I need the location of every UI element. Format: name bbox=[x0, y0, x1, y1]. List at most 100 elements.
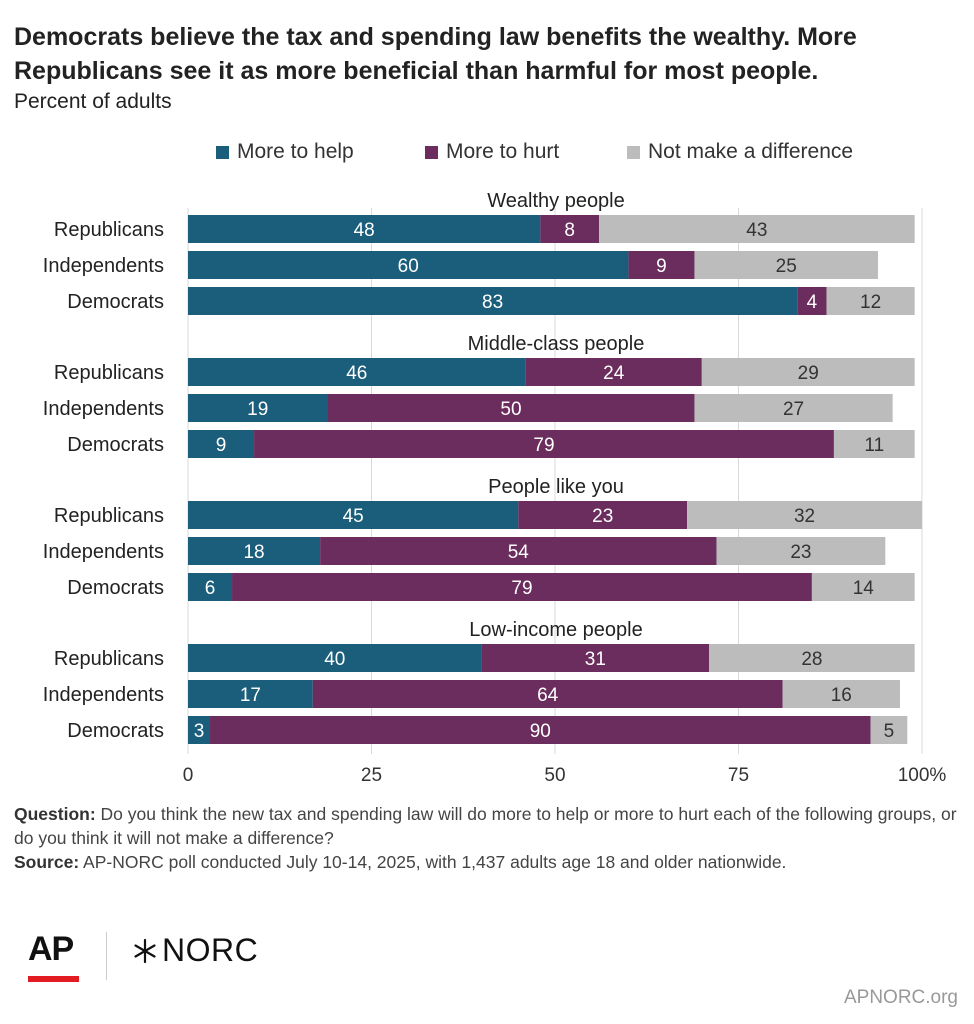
data-label: 45 bbox=[343, 506, 364, 527]
data-label: 29 bbox=[798, 363, 819, 384]
data-label: 54 bbox=[508, 542, 530, 563]
data-label: 32 bbox=[794, 506, 815, 527]
bar-segment-none bbox=[701, 358, 915, 386]
site-url: APNORC.org bbox=[843, 987, 958, 1008]
row-label: Republicans bbox=[54, 219, 164, 241]
bar-segment-hurt bbox=[481, 644, 710, 672]
data-label: 24 bbox=[603, 363, 625, 384]
data-label: 18 bbox=[243, 542, 264, 563]
data-label: 16 bbox=[831, 685, 852, 706]
x-tick-label: 25 bbox=[361, 765, 382, 786]
legend-item-hurt: More to hurt bbox=[425, 140, 559, 164]
legend-label-hurt: More to hurt bbox=[446, 140, 560, 163]
chart-title-line-1: Democrats believe the tax and spending l… bbox=[14, 23, 857, 51]
x-tick-label: 100% bbox=[898, 765, 947, 786]
row-label: Democrats bbox=[67, 291, 164, 313]
data-label: 27 bbox=[783, 399, 804, 420]
legend-item-none: Not make a difference bbox=[627, 140, 853, 164]
bar-segment-hurt bbox=[312, 680, 783, 708]
bar-segment-none bbox=[782, 680, 900, 708]
row-label: Republicans bbox=[54, 505, 164, 527]
data-label: 9 bbox=[656, 256, 667, 277]
legend-swatch-hurt bbox=[425, 145, 438, 159]
data-label: 79 bbox=[511, 578, 532, 599]
bar-segment-help bbox=[188, 394, 328, 422]
bar-segment-none bbox=[599, 215, 915, 243]
group-title: People like you bbox=[488, 476, 624, 498]
data-label: 48 bbox=[354, 220, 375, 241]
bar-segment-hurt bbox=[232, 573, 812, 601]
bar-segment-help bbox=[188, 537, 321, 565]
bar-segment-hurt bbox=[797, 287, 827, 315]
chart-title: Democrats believe the tax and spending l… bbox=[14, 20, 964, 88]
data-label: 5 bbox=[884, 721, 895, 742]
stacked-bar-chart: 0 25 50 75 100% Wealthy people Republicans 48 8 4… bbox=[43, 190, 947, 786]
bar-segment-none bbox=[716, 537, 886, 565]
x-tick-label: 50 bbox=[544, 765, 565, 786]
chart-subtitle: Percent of adults bbox=[14, 90, 172, 113]
bar-segment-none bbox=[709, 644, 915, 672]
legend-label-help: More to help bbox=[237, 140, 354, 163]
chart-title-line-2: Republicans see it as more beneficial th… bbox=[14, 57, 819, 85]
bar-segment-help bbox=[188, 215, 541, 243]
bar-segment-none bbox=[694, 251, 878, 279]
data-label: 64 bbox=[537, 685, 559, 706]
row-label: Independents bbox=[43, 255, 164, 277]
data-label: 43 bbox=[746, 220, 767, 241]
data-label: 50 bbox=[500, 399, 521, 420]
data-label: 23 bbox=[790, 542, 811, 563]
bar-segment-none bbox=[833, 430, 915, 458]
bar-segment-hurt bbox=[525, 358, 702, 386]
bar-segment-none bbox=[694, 394, 893, 422]
bar-segment-help bbox=[188, 430, 255, 458]
bar-segment-help bbox=[188, 680, 313, 708]
row-label: Democrats bbox=[67, 434, 164, 456]
bar-segment-help bbox=[188, 501, 519, 529]
question-note: Question: Do you think the new tax and s… bbox=[14, 802, 964, 850]
bar-segment-none bbox=[811, 573, 915, 601]
row-label: Democrats bbox=[67, 720, 164, 742]
ap-logo-underline bbox=[28, 976, 79, 982]
data-label: 14 bbox=[853, 578, 875, 599]
data-label: 25 bbox=[776, 256, 797, 277]
data-label: 79 bbox=[533, 435, 554, 456]
bar-segment-help bbox=[188, 716, 211, 744]
bar-segment-hurt bbox=[327, 394, 695, 422]
group-title: Wealthy people bbox=[487, 190, 625, 212]
data-label: 4 bbox=[807, 292, 818, 313]
data-label: 40 bbox=[324, 649, 345, 670]
group-title: Low-income people bbox=[469, 619, 642, 641]
data-label: 6 bbox=[205, 578, 216, 599]
x-tick-label: 0 bbox=[183, 765, 194, 786]
source-label: Source: bbox=[14, 852, 80, 872]
data-label: 8 bbox=[564, 220, 575, 241]
legend-swatch-help bbox=[216, 145, 229, 159]
data-label: 12 bbox=[860, 292, 881, 313]
bar-segment-hurt bbox=[254, 430, 834, 458]
bar-segment-help bbox=[188, 644, 482, 672]
chart-legend: More to help More to hurt Not make a dif… bbox=[0, 140, 974, 168]
norc-logo: NORC bbox=[132, 932, 258, 969]
bar-segment-help bbox=[188, 358, 526, 386]
bar-segment-hurt bbox=[518, 501, 688, 529]
data-label: 31 bbox=[585, 649, 606, 670]
source-note: Source: AP-NORC poll conducted July 10-1… bbox=[14, 850, 964, 874]
row-label: Republicans bbox=[54, 362, 164, 384]
question-label: Question: bbox=[14, 804, 96, 824]
legend-swatch-none bbox=[627, 145, 640, 159]
logo-divider bbox=[106, 932, 107, 980]
row-label: Republicans bbox=[54, 648, 164, 670]
data-label: 3 bbox=[194, 721, 205, 742]
row-label: Democrats bbox=[67, 577, 164, 599]
data-label: 46 bbox=[346, 363, 367, 384]
bar-segment-hurt bbox=[540, 215, 600, 243]
row-label: Independents bbox=[43, 541, 164, 563]
bar-segment-help bbox=[188, 573, 233, 601]
data-label: 83 bbox=[482, 292, 503, 313]
data-label: 23 bbox=[592, 506, 613, 527]
group-title: Middle-class people bbox=[468, 333, 645, 355]
legend-label-none: Not make a difference bbox=[648, 140, 854, 163]
norc-star-icon bbox=[134, 938, 156, 963]
data-label: 9 bbox=[216, 435, 227, 456]
data-label: 60 bbox=[398, 256, 419, 277]
